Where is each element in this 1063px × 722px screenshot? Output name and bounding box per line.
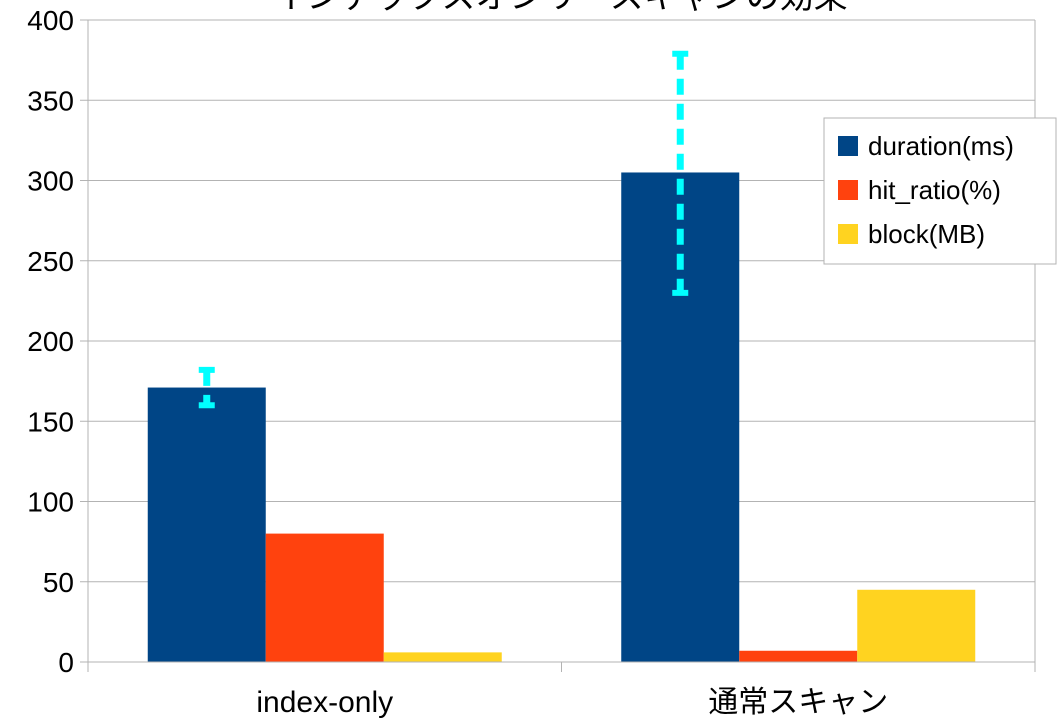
y-tick-label: 50 [43, 567, 74, 598]
bars [147, 172, 976, 662]
legend: duration(ms) hit_ratio(%) block(MB) [823, 117, 1057, 265]
legend-swatch [838, 136, 858, 156]
bar-duration(ms)-通常スキャン [621, 172, 740, 662]
y-tick-label: 0 [58, 647, 74, 678]
x-category-labels: index-only 通常スキャン [256, 686, 888, 719]
axes [80, 19, 1036, 672]
legend-label: hit_ratio(%) [868, 175, 1001, 205]
legend-swatch [838, 180, 858, 200]
y-tick-label: 150 [27, 406, 74, 437]
error-bars [198, 50, 689, 409]
legend-box [823, 117, 1057, 265]
y-tick-label: 200 [27, 326, 74, 357]
y-tick-label: 350 [27, 85, 74, 116]
bar-hit_ratio(%)-通常スキャン [739, 650, 858, 662]
y-tick-labels: 0 50 100 150 200 250 300 350 400 [27, 5, 74, 678]
bar-duration(ms)-index-only [147, 387, 266, 662]
x-category-label: 通常スキャン [708, 686, 888, 719]
y-tick-label: 250 [27, 246, 74, 277]
chart-title: インデックスオンリースキャンの効果 [272, 0, 847, 16]
y-tick-label: 100 [27, 487, 74, 518]
x-category-label: index-only [256, 686, 393, 719]
bar-block(MB)-index-only [383, 652, 502, 662]
bar-hit_ratio(%)-index-only [265, 533, 384, 662]
y-tick-label: 300 [27, 166, 74, 197]
y-tick-label: 400 [27, 5, 74, 36]
legend-swatch [838, 224, 858, 244]
bar-block(MB)-通常スキャン [857, 589, 976, 662]
legend-label: block(MB) [868, 219, 985, 249]
legend-label: duration(ms) [868, 131, 1014, 161]
